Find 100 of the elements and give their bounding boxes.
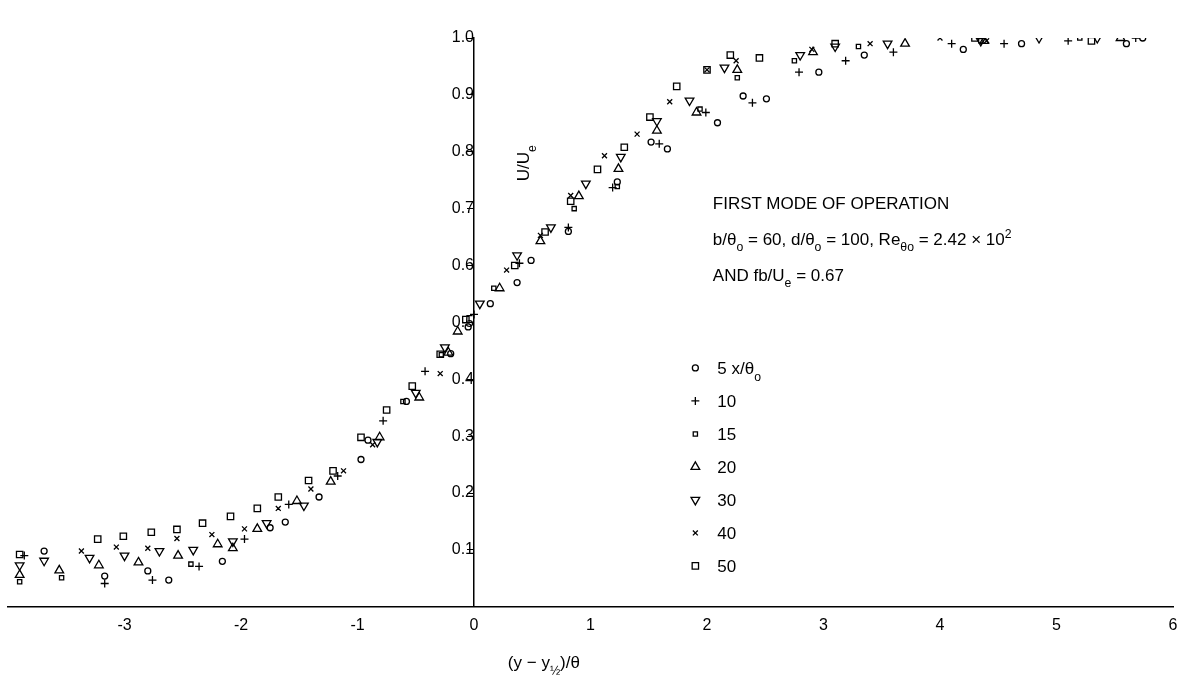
point	[815, 68, 823, 76]
point	[541, 228, 549, 236]
point	[93, 559, 104, 569]
point	[651, 125, 662, 134]
point	[78, 547, 85, 555]
point	[512, 252, 523, 261]
point	[402, 397, 411, 406]
point	[253, 504, 262, 513]
point	[147, 575, 158, 585]
point	[545, 224, 556, 234]
point	[147, 528, 156, 537]
point	[133, 556, 144, 566]
point	[503, 266, 510, 274]
point	[378, 416, 388, 426]
point	[491, 285, 497, 292]
point	[564, 227, 573, 236]
point	[372, 438, 383, 448]
y-tick-label: 0.2	[451, 483, 475, 501]
point	[647, 138, 655, 146]
point	[762, 95, 771, 103]
point	[315, 493, 323, 501]
point	[613, 163, 624, 172]
point	[58, 575, 65, 581]
point	[860, 51, 868, 59]
point	[241, 525, 248, 532]
point	[364, 436, 372, 444]
point	[739, 92, 747, 100]
x-tick-label: -3	[117, 615, 132, 633]
point	[437, 370, 444, 377]
point	[601, 152, 608, 159]
point	[84, 554, 95, 564]
point	[173, 525, 181, 534]
point	[101, 572, 109, 580]
point	[1122, 40, 1131, 48]
point	[54, 564, 65, 574]
point	[218, 557, 227, 565]
legend-label: 40	[717, 523, 737, 543]
point	[733, 57, 740, 64]
point	[275, 505, 282, 512]
point	[227, 542, 238, 552]
point	[573, 190, 584, 200]
point	[261, 520, 272, 529]
point	[16, 579, 23, 585]
point	[567, 192, 574, 199]
point	[194, 561, 204, 572]
point	[494, 282, 505, 292]
point	[266, 524, 274, 532]
point	[144, 567, 152, 575]
point	[831, 39, 839, 48]
point	[672, 82, 681, 91]
y-tick-label: 0.7	[451, 199, 475, 217]
point	[408, 382, 417, 390]
annotation: FIRST MODE OF OPERATION	[712, 193, 950, 213]
point	[119, 552, 130, 562]
point	[274, 493, 283, 501]
point	[620, 143, 629, 152]
y-tick-label: 0.3	[451, 426, 475, 444]
x-tick-label: 5	[1052, 615, 1062, 633]
point	[443, 346, 454, 356]
x-tick-label: 2	[702, 615, 712, 633]
point	[755, 54, 764, 62]
point	[165, 576, 173, 584]
point	[40, 547, 48, 555]
point	[734, 75, 741, 81]
x-tick-label: -1	[350, 615, 365, 633]
y-tick-label: 0.1	[451, 540, 475, 558]
point	[414, 391, 425, 401]
point	[329, 467, 337, 475]
point	[304, 476, 313, 485]
y-axis-title: U/Ue	[513, 144, 539, 182]
point	[615, 153, 626, 163]
point	[651, 117, 662, 127]
point	[15, 550, 24, 559]
point	[527, 256, 535, 265]
point	[239, 534, 250, 544]
point	[93, 535, 102, 543]
y-tick-label: 0.4	[451, 369, 475, 387]
point	[439, 344, 450, 354]
legend-label: 30	[717, 490, 737, 510]
x-tick-label: 1	[586, 615, 596, 633]
point	[474, 300, 485, 310]
point	[566, 197, 575, 206]
point	[382, 406, 391, 414]
legend-label: 20	[717, 457, 737, 477]
x-tick-label: 3	[819, 615, 829, 633]
point	[340, 467, 347, 474]
point	[39, 557, 50, 567]
point	[333, 471, 343, 481]
point	[580, 180, 591, 190]
x-tick-label: 0	[469, 615, 479, 633]
point	[188, 546, 199, 556]
point	[535, 235, 546, 245]
point	[999, 39, 1009, 49]
point	[447, 350, 455, 358]
x-tick-label: -2	[233, 615, 249, 633]
point	[791, 57, 798, 64]
point	[374, 431, 385, 441]
point	[794, 67, 804, 77]
point	[900, 38, 911, 47]
point	[866, 40, 874, 47]
